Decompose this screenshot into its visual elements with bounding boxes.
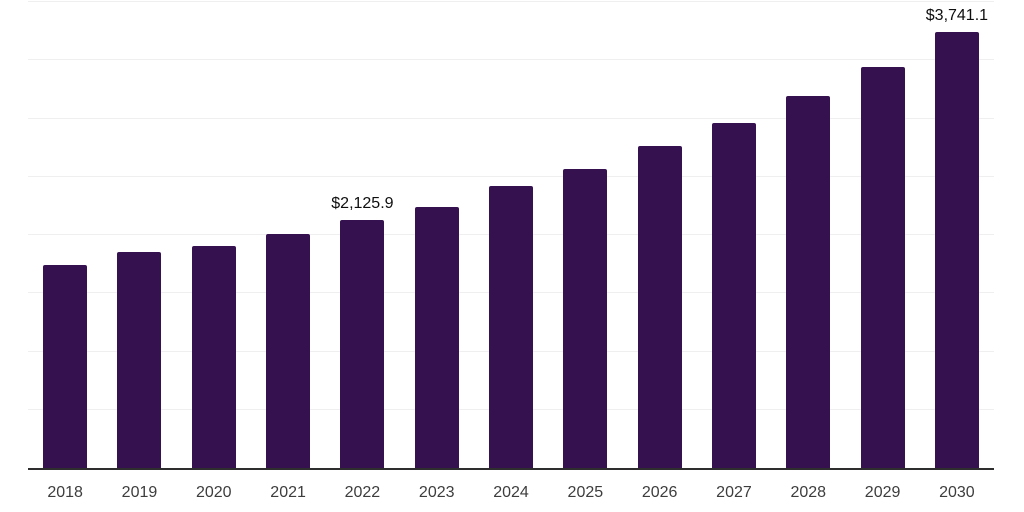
bar-2023 — [414, 206, 459, 468]
bar-2020 — [191, 246, 236, 468]
plot-area: $2,125.9 $3,741.1 — [28, 1, 994, 468]
gridline — [28, 175, 994, 177]
x-tick-label-2021: 2021 — [270, 484, 306, 501]
x-tick-label-2020: 2020 — [195, 484, 232, 501]
x-tick-label-2023: 2023 — [418, 484, 455, 501]
bar-slot — [623, 2, 697, 468]
gridline — [28, 117, 994, 119]
bar-slot: $2,125.9 — [325, 2, 399, 468]
x-tick-label-2030: 2030 — [939, 484, 975, 501]
x-tick-label-2018: 2018 — [47, 484, 83, 501]
bar-2021 — [266, 233, 311, 468]
gridline — [28, 1, 994, 2]
data-label-2022: $2,125.9 — [331, 195, 394, 213]
x-tick-label-2022: 2022 — [344, 484, 381, 501]
bars: $2,125.9 $3,741.1 — [28, 2, 994, 468]
bar-2027 — [711, 123, 756, 468]
bar-2022 — [340, 220, 385, 468]
bar-2029 — [860, 66, 905, 468]
bar-slot — [177, 2, 251, 468]
bar-slot — [845, 2, 919, 468]
bar-2019 — [117, 252, 162, 468]
bar-2030 — [934, 32, 979, 468]
x-tick-label-2026: 2026 — [641, 484, 678, 501]
bar-2028 — [786, 96, 831, 468]
bar-slot — [697, 2, 771, 468]
bar-slot — [548, 2, 622, 468]
x-tick-label-2029: 2029 — [864, 484, 901, 501]
gridline — [28, 59, 994, 61]
bar-2024 — [489, 186, 534, 468]
x-tick-label-2019: 2019 — [121, 484, 158, 501]
bar-slot — [251, 2, 325, 468]
bar-slot — [771, 2, 845, 468]
x-axis-line — [28, 468, 994, 470]
x-axis-labels: 2018 2019 2020 2021 2022 2023 2024 2025 2026 2027… — [28, 485, 994, 505]
bar-2026 — [637, 145, 682, 468]
x-tick-label-2028: 2028 — [790, 484, 827, 501]
x-tick-label-2024: 2024 — [493, 484, 529, 501]
bar-slot — [102, 2, 176, 468]
bar-slot — [28, 2, 102, 468]
bar-slot: $3,741.1 — [920, 2, 994, 468]
bar-2025 — [563, 168, 608, 468]
bar-slot — [474, 2, 548, 468]
x-tick-label-2027: 2027 — [716, 484, 752, 501]
bar-2018 — [43, 265, 88, 468]
x-tick-label-2025: 2025 — [567, 484, 604, 501]
data-label-2030: $3,741.1 — [925, 7, 989, 25]
bar-slot — [400, 2, 474, 468]
